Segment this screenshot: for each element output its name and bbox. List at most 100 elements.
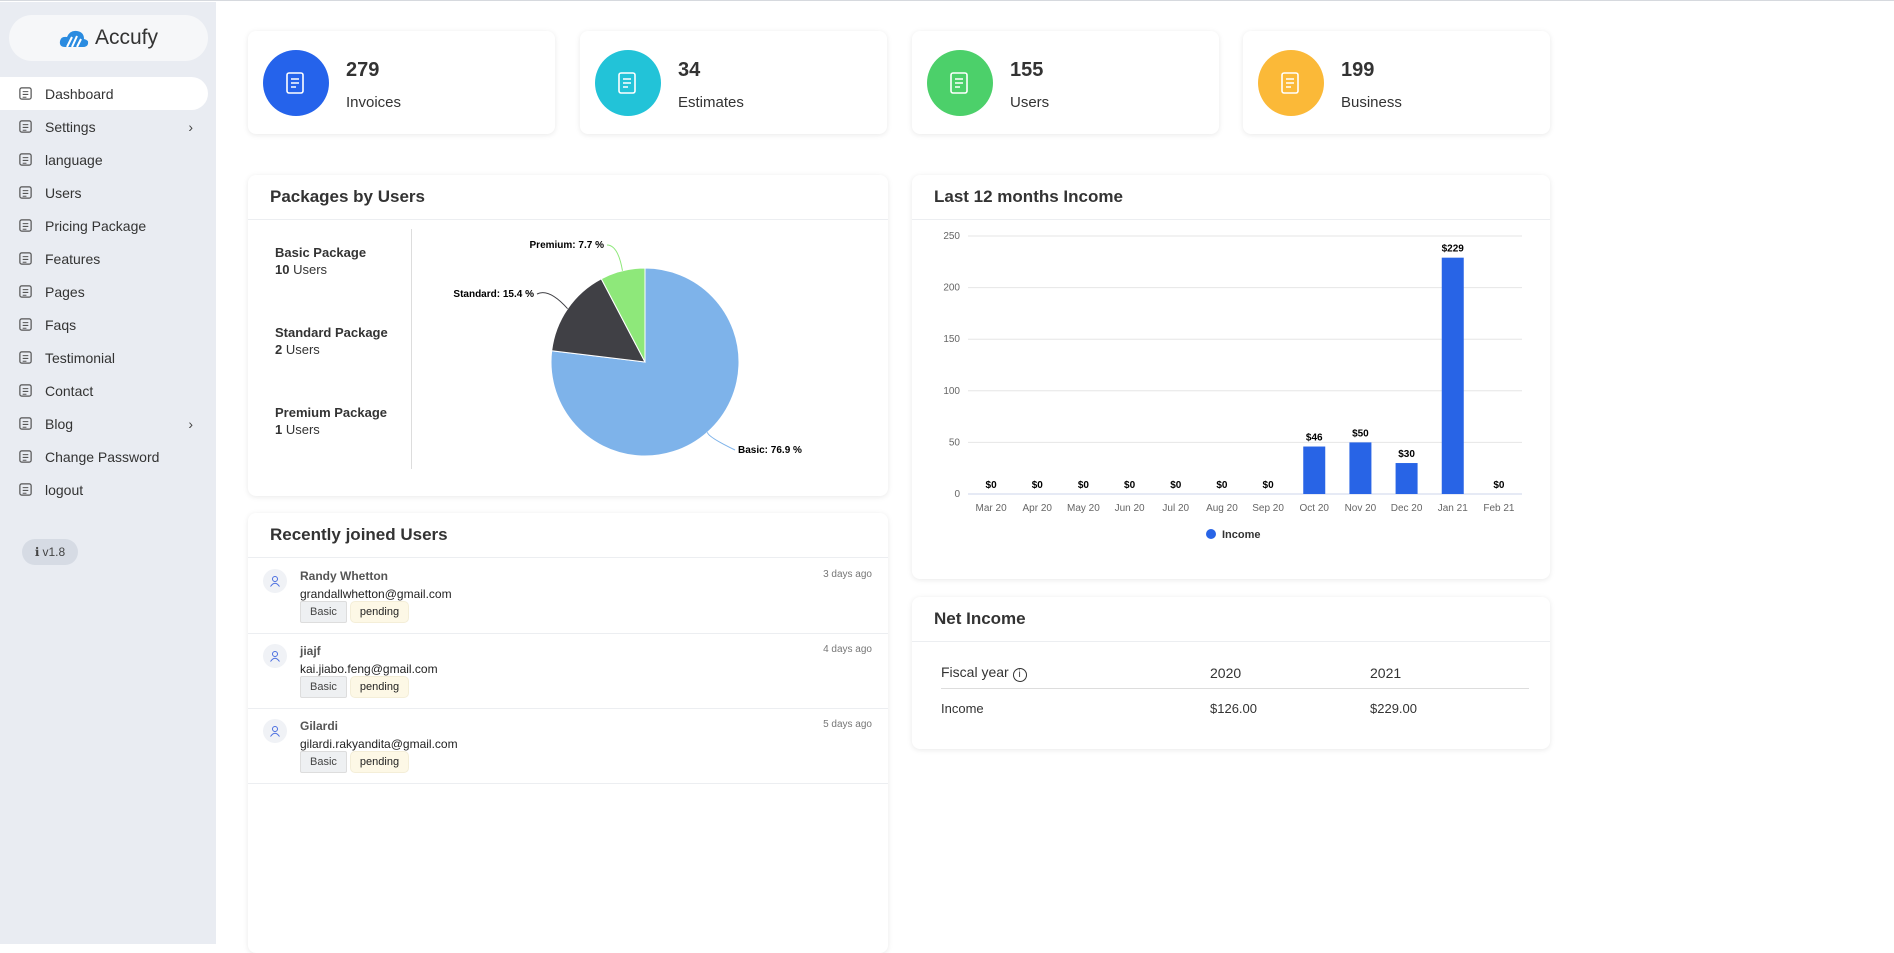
version-text: v1.8 [42,545,66,559]
x-tick-label: Feb 21 [1483,503,1515,514]
language-icon [17,152,33,168]
package-item: Standard Package 2 Users [275,325,388,357]
question-icon [17,317,33,333]
plan-badge: Basic [300,676,347,698]
pie-connector [536,292,568,310]
sidebar-item-testimonial[interactable]: Testimonial [0,341,208,374]
sidebar-item-pages[interactable]: Pages [0,275,208,308]
stat-value: 34 [678,59,701,81]
x-tick-label: Nov 20 [1345,503,1377,514]
sidebar-item-blog[interactable]: Blog › [0,407,208,440]
sidebar-nav: Dashboard Settings › language Users Pricing P… [0,77,208,506]
user-email: kai.jiabo.feng@gmail.com [300,662,438,676]
x-tick-label: Jun 20 [1115,503,1145,514]
invoice-icon [263,50,329,116]
income-card: Last 12 months Income 0 50 100 150 200 250 $0 M… [912,175,1550,579]
pie-label: Premium: 7.7 % [530,240,605,251]
info-icon: ℹ [34,545,40,559]
scroll-icon [595,50,661,116]
stat-card-business[interactable]: 199 Business [1243,31,1550,134]
list-item[interactable]: Randy Whetton grandallwhetton@gmail.com … [248,559,888,634]
stat-card-users[interactable]: 155 Users [912,31,1219,134]
income-label: Income [941,700,984,716]
sidebar-item-change-password[interactable]: Change Password [0,440,208,473]
legend-item-income[interactable]: Income [1222,529,1261,541]
sidebar-item-pricing-package[interactable]: Pricing Package [0,209,208,242]
income-2020: $126.00 [1210,700,1257,716]
income-2021: $229.00 [1370,700,1417,716]
sidebar-item-contact[interactable]: Contact [0,374,208,407]
y-tick-label: 100 [943,386,960,397]
chevron-right-icon: › [188,415,193,432]
sidebar-item-dashboard[interactable]: Dashboard [0,77,208,110]
sidebar-item-label: Features [45,250,101,267]
x-tick-label: Mar 20 [976,503,1008,514]
package-unit: Users [285,422,320,437]
sidebar-item-label: Pricing Package [45,217,147,234]
bar-data-label: $0 [1216,480,1228,491]
users-icon [17,185,33,201]
brand-name: Accufy [94,26,159,49]
bar-data-label: $229 [1442,244,1465,255]
bar-data-label: $46 [1306,433,1323,444]
gear-icon [17,119,33,135]
bar-nov-20[interactable] [1349,442,1372,494]
stat-value: 199 [1341,59,1375,81]
sidebar-item-features[interactable]: Features [0,242,208,275]
y-tick-label: 250 [943,231,960,242]
bar-data-label: $0 [1032,480,1044,491]
status-badge: pending [349,601,410,623]
user-name: jiajf [300,644,321,658]
users-icon [927,50,993,116]
user-name: Randy Whetton [300,569,388,583]
status-badge: pending [349,676,410,698]
user-name: Gilardi [300,719,339,733]
stat-value: 155 [1010,59,1044,81]
y-tick-label: 50 [949,437,961,448]
logout-icon [17,482,33,498]
brand-logo[interactable]: Accufy [9,15,208,61]
bar-dec-20[interactable] [1395,463,1418,494]
list-item[interactable]: jiajf kai.jiabo.feng@gmail.com Basic pend… [248,634,888,709]
stat-card-invoices[interactable]: 279 Invoices [248,31,555,134]
list-item[interactable]: Gilardi gilardi.rakyandita@gmail.com Bas… [248,709,888,784]
sidebar-item-users[interactable]: Users [0,176,208,209]
user-email: grandallwhetton@gmail.com [300,587,452,601]
sidebar-item-faqs[interactable]: Faqs [0,308,208,341]
y-tick-label: 150 [943,334,960,345]
x-tick-label: Jan 21 [1438,503,1468,514]
plan-badge: Basic [300,601,347,623]
packages-pie-chart: Basic: 76.9 % Standard: 15.4 % Premium: 7.… [453,240,802,457]
pie-connector [606,244,623,271]
sidebar-item-language[interactable]: language [0,143,208,176]
table-header: Fiscal year i 2020 2021 [941,657,1529,689]
year-2021: 2021 [1370,664,1402,681]
table-row: Income $126.00 $229.00 [941,693,1529,723]
sidebar-item-settings[interactable]: Settings › [0,110,208,143]
package-item: Premium Package 1 Users [275,405,387,437]
features-icon [17,251,33,267]
package-name: Premium Package [275,405,388,420]
info-icon[interactable]: i [1012,667,1027,682]
sidebar-item-logout[interactable]: logout [0,473,208,506]
pie-connector [706,432,736,451]
pie-label: Basic: 76.9 % [738,445,802,456]
x-tick-label: Apr 20 [1023,503,1053,514]
stat-label: Users [1010,94,1050,111]
user-icon [270,576,280,587]
plan-badge: Basic [300,751,347,773]
bar-jan-21[interactable] [1441,257,1464,494]
bar-data-label: $30 [1398,449,1415,460]
avatar [263,569,287,593]
sidebar-item-label: Change Password [45,448,160,465]
joined-time: 4 days ago [823,644,872,655]
recent-users-title: Recently joined Users [248,513,888,558]
package-name: Basic Package [275,245,367,260]
stat-card-estimates[interactable]: 34 Estimates [580,31,887,134]
x-tick-label: Oct 20 [1300,503,1330,514]
sidebar: Accufy Dashboard Settings › language Users Pr… [0,2,216,944]
contact-icon [17,383,33,399]
bar-oct-20[interactable] [1303,446,1326,494]
y-tick-label: 200 [943,283,960,294]
joined-time: 5 days ago [823,719,872,730]
